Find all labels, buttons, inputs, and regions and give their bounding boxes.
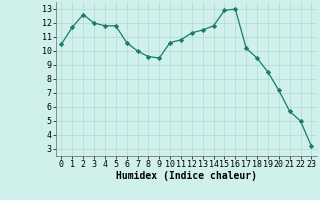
X-axis label: Humidex (Indice chaleur): Humidex (Indice chaleur) <box>116 171 257 181</box>
